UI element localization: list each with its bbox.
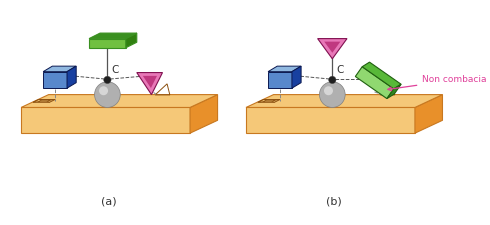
Circle shape bbox=[319, 82, 345, 108]
Polygon shape bbox=[415, 94, 442, 133]
Text: C: C bbox=[336, 65, 343, 75]
Polygon shape bbox=[246, 108, 415, 133]
Polygon shape bbox=[43, 72, 67, 88]
Polygon shape bbox=[43, 66, 76, 72]
Circle shape bbox=[104, 76, 111, 83]
Polygon shape bbox=[21, 108, 190, 133]
Text: (a): (a) bbox=[101, 197, 117, 207]
Polygon shape bbox=[324, 42, 341, 53]
Polygon shape bbox=[268, 66, 301, 72]
Polygon shape bbox=[387, 84, 401, 99]
Polygon shape bbox=[292, 66, 301, 88]
Polygon shape bbox=[268, 72, 292, 88]
Circle shape bbox=[324, 86, 333, 95]
Circle shape bbox=[95, 82, 120, 108]
Polygon shape bbox=[362, 62, 401, 89]
Polygon shape bbox=[137, 73, 163, 94]
Polygon shape bbox=[318, 39, 347, 59]
Polygon shape bbox=[67, 66, 76, 88]
Polygon shape bbox=[143, 76, 157, 88]
Polygon shape bbox=[21, 94, 218, 108]
Text: C: C bbox=[111, 65, 119, 75]
Text: Non combacia: Non combacia bbox=[388, 75, 487, 91]
Circle shape bbox=[99, 86, 108, 95]
Polygon shape bbox=[126, 33, 137, 48]
Polygon shape bbox=[246, 94, 442, 108]
Polygon shape bbox=[355, 67, 394, 99]
Polygon shape bbox=[89, 33, 137, 39]
Polygon shape bbox=[89, 39, 126, 48]
Circle shape bbox=[329, 76, 336, 83]
Text: (b): (b) bbox=[326, 197, 342, 207]
Polygon shape bbox=[190, 94, 218, 133]
